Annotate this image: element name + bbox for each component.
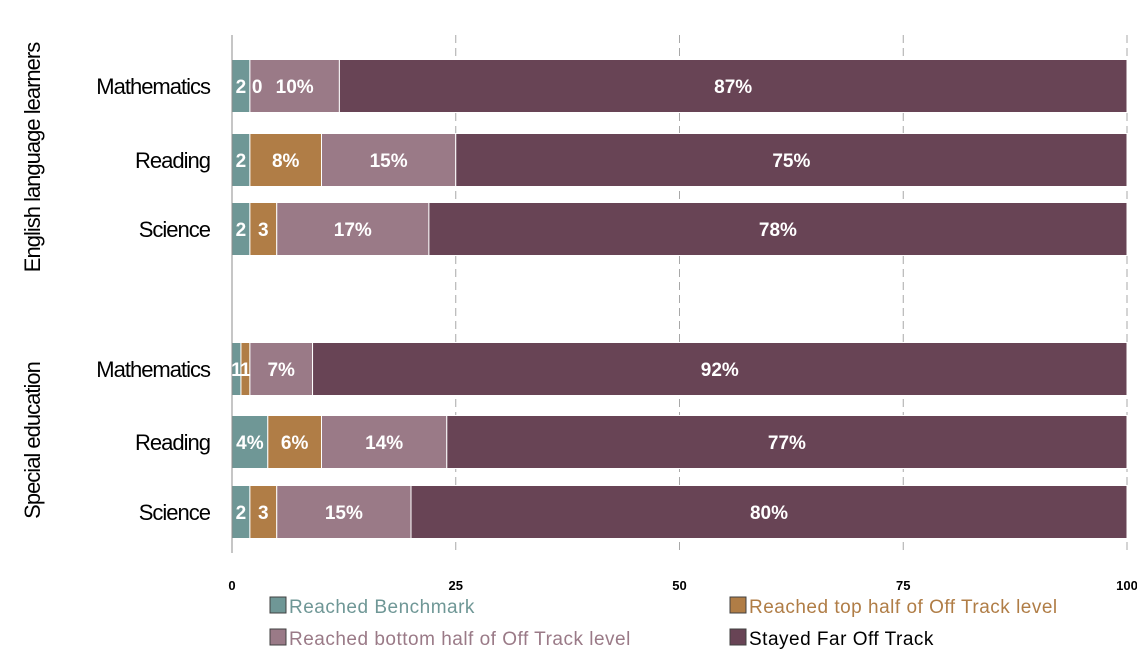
data-label: 87% bbox=[714, 77, 752, 98]
data-label: 4% bbox=[236, 433, 264, 454]
data-label: 7% bbox=[267, 360, 295, 381]
x-tick-label: 0 bbox=[228, 578, 235, 593]
x-tick-label: 25 bbox=[449, 578, 463, 593]
bar-segment bbox=[338, 59, 1128, 113]
data-label: 3 bbox=[258, 220, 269, 241]
legend-swatch bbox=[729, 628, 747, 646]
legend-label: Reached top half of Off Track level bbox=[749, 597, 1058, 618]
data-label: 0 bbox=[252, 77, 263, 98]
legend-label: Reached bottom half of Off Track level bbox=[289, 629, 631, 650]
data-label: 75% bbox=[772, 151, 810, 172]
data-label: 1 bbox=[240, 360, 251, 381]
bar-layer bbox=[231, 59, 1128, 539]
category-label: Reading bbox=[135, 430, 210, 455]
data-label: 6% bbox=[281, 433, 309, 454]
x-tick-label: 100 bbox=[1116, 578, 1137, 593]
bar-segment bbox=[249, 342, 314, 396]
data-label: 1 bbox=[231, 360, 242, 381]
data-label: 2 bbox=[236, 220, 247, 241]
bar-segment bbox=[249, 485, 278, 539]
bar-segment bbox=[312, 342, 1128, 396]
data-label: 14% bbox=[365, 433, 403, 454]
bar-segment bbox=[249, 202, 278, 256]
legend-label: Stayed Far Off Track bbox=[749, 629, 934, 650]
data-label: 15% bbox=[370, 151, 408, 172]
category-label: Reading bbox=[135, 148, 210, 173]
legend-label: Reached Benchmark bbox=[289, 597, 475, 618]
label-layer: 2 0 10% 87%2 8% 15% 75%2 3 17% 78%11 7% 92%4% 6% 14% 7… bbox=[231, 77, 810, 524]
bar-segment bbox=[428, 202, 1128, 256]
data-label: 2 bbox=[236, 503, 247, 524]
data-label: 17% bbox=[334, 220, 372, 241]
data-label: 2 bbox=[236, 77, 247, 98]
data-label: 15% bbox=[325, 503, 363, 524]
legend-swatch bbox=[269, 628, 287, 646]
category-label: Mathematics bbox=[96, 357, 211, 382]
category-label: Science bbox=[139, 500, 211, 525]
x-tick-label: 50 bbox=[672, 578, 686, 593]
bar-segment bbox=[410, 485, 1128, 539]
bar-segment bbox=[455, 133, 1128, 187]
bar-segment bbox=[276, 202, 430, 256]
bar-segment bbox=[249, 59, 340, 113]
axis-layer: 0 25 50 75 100 Mathematics Reading Science Engli… bbox=[20, 35, 1137, 593]
data-label: 8% bbox=[272, 151, 300, 172]
legend-swatch bbox=[729, 596, 747, 614]
bar-segment bbox=[321, 133, 457, 187]
data-label: 3 bbox=[258, 503, 269, 524]
data-label: 77% bbox=[768, 433, 806, 454]
bar-segment bbox=[321, 415, 448, 469]
data-label: 2 bbox=[236, 151, 247, 172]
x-tick-label: 75 bbox=[896, 578, 910, 593]
category-label: Mathematics bbox=[96, 74, 211, 99]
group-label: English language learners bbox=[20, 42, 45, 272]
bar-segment bbox=[249, 133, 322, 187]
legend-layer: Reached Benchmark Reached top half of Off… bbox=[269, 596, 1058, 650]
data-label: 80% bbox=[750, 503, 788, 524]
group-label: Special education bbox=[20, 362, 45, 519]
data-label: 92% bbox=[701, 360, 739, 381]
category-label: Science bbox=[139, 217, 211, 242]
data-label: 78% bbox=[759, 220, 797, 241]
data-label: 10% bbox=[276, 77, 314, 98]
bar-segment bbox=[276, 485, 412, 539]
bar-segment bbox=[446, 415, 1128, 469]
legend-swatch bbox=[269, 596, 287, 614]
